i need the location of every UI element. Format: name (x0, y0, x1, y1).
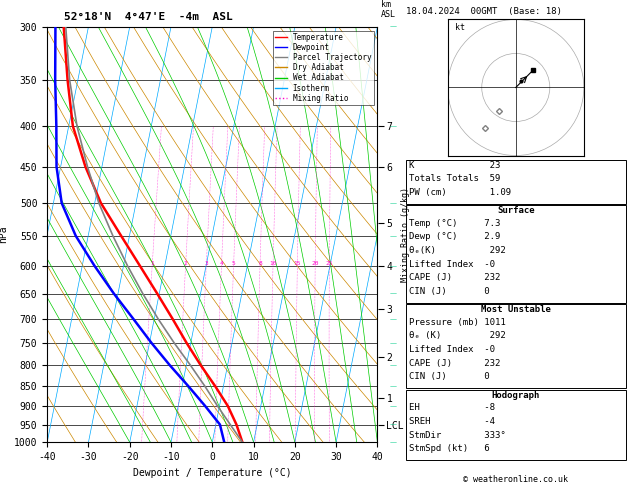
Text: Lifted Index  -0: Lifted Index -0 (409, 260, 495, 269)
Text: —: — (389, 340, 397, 346)
Text: 10: 10 (269, 261, 277, 266)
Text: 3: 3 (204, 261, 208, 266)
Text: 20: 20 (311, 261, 319, 266)
Text: 5: 5 (231, 261, 235, 266)
Text: K              23: K 23 (409, 161, 500, 171)
Text: PW (cm)        1.09: PW (cm) 1.09 (409, 188, 511, 197)
Text: —: — (389, 24, 397, 30)
Text: Totals Totals  59: Totals Totals 59 (409, 174, 500, 183)
Text: —: — (389, 439, 397, 445)
Text: —: — (389, 421, 397, 428)
Text: 2: 2 (184, 261, 187, 266)
Text: Hodograph: Hodograph (492, 391, 540, 400)
Text: —: — (389, 200, 397, 206)
Text: —: — (389, 403, 397, 409)
Text: StmDir        333°: StmDir 333° (409, 431, 506, 440)
Text: © weatheronline.co.uk: © weatheronline.co.uk (464, 474, 568, 484)
Text: 15: 15 (294, 261, 301, 266)
Text: 8: 8 (258, 261, 262, 266)
Text: StmSpd (kt)   6: StmSpd (kt) 6 (409, 444, 489, 453)
Text: 18.04.2024  00GMT  (Base: 18): 18.04.2024 00GMT (Base: 18) (406, 7, 562, 17)
Text: —: — (389, 123, 397, 129)
Text: kt: kt (455, 23, 465, 32)
Text: 52°18'N  4°47'E  -4m  ASL: 52°18'N 4°47'E -4m ASL (64, 12, 233, 22)
Text: CAPE (J)      232: CAPE (J) 232 (409, 273, 500, 282)
X-axis label: Dewpoint / Temperature (°C): Dewpoint / Temperature (°C) (133, 468, 292, 478)
Text: Mixing Ratio (g/kg): Mixing Ratio (g/kg) (401, 187, 410, 282)
Text: —: — (389, 316, 397, 322)
Text: CIN (J)       0: CIN (J) 0 (409, 287, 489, 296)
Text: —: — (389, 263, 397, 269)
Text: 4: 4 (220, 261, 223, 266)
Text: Most Unstable: Most Unstable (481, 305, 551, 314)
Text: 1: 1 (150, 261, 154, 266)
Legend: Temperature, Dewpoint, Parcel Trajectory, Dry Adiabat, Wet Adiabat, Isotherm, Mi: Temperature, Dewpoint, Parcel Trajectory… (273, 31, 374, 105)
Text: EH            -8: EH -8 (409, 403, 495, 413)
Text: Temp (°C)     7.3: Temp (°C) 7.3 (409, 219, 500, 228)
Y-axis label: hPa: hPa (0, 226, 8, 243)
Text: —: — (389, 291, 397, 296)
Text: SREH          -4: SREH -4 (409, 417, 495, 426)
Text: —: — (389, 233, 397, 239)
Text: Lifted Index  -0: Lifted Index -0 (409, 345, 495, 354)
Text: Dewp (°C)     2.9: Dewp (°C) 2.9 (409, 232, 500, 242)
Text: CAPE (J)      232: CAPE (J) 232 (409, 359, 500, 368)
Text: Pressure (mb) 1011: Pressure (mb) 1011 (409, 318, 506, 327)
Text: 25: 25 (326, 261, 333, 266)
Text: CIN (J)       0: CIN (J) 0 (409, 372, 489, 382)
Text: Surface: Surface (497, 206, 535, 215)
Text: —: — (389, 362, 397, 368)
Text: θₑ(K)          292: θₑ(K) 292 (409, 246, 506, 255)
Text: —: — (389, 383, 397, 389)
Text: θₑ (K)         292: θₑ (K) 292 (409, 331, 506, 341)
Text: km
ASL: km ASL (381, 0, 396, 19)
